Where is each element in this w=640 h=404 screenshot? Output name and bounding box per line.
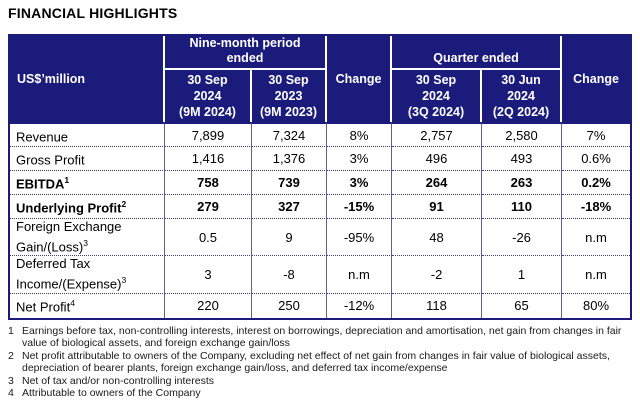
cell-3q-2024: 91: [392, 195, 483, 219]
table-row-underlying-profit: Underlying Profit2 279 327 -15% 91 110 -…: [10, 195, 631, 219]
row-label-text: Revenue: [16, 129, 69, 145]
cell-3q-2024: 496: [392, 147, 483, 171]
footnote-number: 2: [8, 349, 14, 362]
cell-change-9m: 3%: [327, 171, 393, 195]
row-label: Deferred Tax Income/(Expense)3: [10, 256, 165, 294]
row-label: Revenue: [10, 122, 165, 147]
footnote-ref: 4: [70, 298, 75, 309]
row-label-text: Foreign Exchange Gain/(Loss): [16, 219, 122, 255]
cell-2q-2024: -26: [482, 219, 563, 257]
row-label-text: EBITDA: [16, 176, 65, 192]
cell-2q-2024: 263: [482, 171, 563, 195]
row-label-text: Gross Profit: [16, 152, 85, 168]
footnote-number: 3: [8, 374, 14, 387]
cell-change-q: 80%: [562, 293, 631, 318]
footnote-2: 2 Net profit attributable to owners of t…: [8, 350, 640, 375]
cell-9m-2023: 1,376: [252, 147, 328, 171]
footnote-4: 4 Attributable to owners of the Company: [8, 387, 640, 400]
cell-change-q: 0.6%: [562, 147, 631, 171]
cell-3q-2024: 2,757: [392, 122, 483, 147]
financial-highlights-table: US$’million Nine-month period ended Chan…: [8, 34, 633, 320]
cell-3q-2024: -2: [392, 256, 483, 294]
cell-9m-2024: 279: [165, 195, 252, 219]
footnote-text: Net profit attributable to owners of the…: [22, 349, 610, 375]
row-label-text: Underlying Profit: [16, 200, 122, 216]
footnote-text: Earnings before tax, non-controlling int…: [22, 324, 622, 350]
cell-change-9m: n.m: [327, 256, 393, 294]
cell-change-9m: -12%: [327, 293, 393, 318]
table-row-gross-profit: Gross Profit 1,416 1,376 3% 496 493 0.6%: [10, 147, 631, 171]
change-header-9m: Change: [327, 36, 393, 122]
cell-2q-2024: 1: [482, 256, 563, 294]
cell-9m-2023: 250: [252, 293, 328, 318]
table-row-revenue: Revenue 7,899 7,324 8% 2,757 2,580 7%: [10, 122, 631, 147]
table-row-deferred-tax: Deferred Tax Income/(Expense)3 3 -8 n.m …: [10, 256, 631, 294]
cell-9m-2024: 1,416: [165, 147, 252, 171]
cell-change-q: 0.2%: [562, 171, 631, 195]
cell-2q-2024: 110: [482, 195, 563, 219]
cell-9m-2023: 7,324: [252, 122, 328, 147]
page-title: FINANCIAL HIGHLIGHTS: [8, 5, 178, 21]
row-label: Net Profit4: [10, 293, 165, 318]
footnotes: 1 Earnings before tax, non-controlling i…: [8, 325, 640, 400]
row-label: Foreign Exchange Gain/(Loss)3: [10, 219, 165, 257]
cell-change-9m: 3%: [327, 147, 393, 171]
row-label: Gross Profit: [10, 147, 165, 171]
cell-9m-2023: 327: [252, 195, 328, 219]
cell-2q-2024: 65: [482, 293, 563, 318]
cell-3q-2024: 48: [392, 219, 483, 257]
cell-2q-2024: 2,580: [482, 122, 563, 147]
cell-change-9m: -95%: [327, 219, 393, 257]
cell-change-q: -18%: [562, 195, 631, 219]
cell-9m-2023: 9: [252, 219, 328, 257]
subheader-9m-2024: 30 Sep 2024 (9M 2024): [165, 70, 252, 122]
cell-3q-2024: 264: [392, 171, 483, 195]
header-sub-row: 30 Sep 2024 (9M 2024) 30 Sep 2023 (9M 20…: [10, 70, 630, 122]
row-label-text: Deferred Tax Income/(Expense): [16, 256, 122, 292]
cell-9m-2024: 220: [165, 293, 252, 318]
change-header-quarter: Change: [562, 36, 631, 122]
subheader-3q-2024: 30 Sep 2024 (3Q 2024): [392, 70, 483, 122]
cell-9m-2024: 758: [165, 171, 252, 195]
row-label-text: Net Profit: [16, 299, 71, 315]
cell-9m-2023: 739: [252, 171, 328, 195]
footnote-ref: 2: [121, 199, 127, 210]
table-row-foreign-exchange: Foreign Exchange Gain/(Loss)3 0.5 9 -95%…: [10, 219, 631, 257]
cell-change-9m: -15%: [327, 195, 393, 219]
footnote-text: Net of tax and/or non-controlling intere…: [22, 374, 215, 387]
table-row-net-profit: Net Profit4 220 250 -12% 118 65 80%: [10, 293, 631, 318]
group-nine-month-header: Nine-month period ended: [165, 36, 328, 70]
cell-change-q: 7%: [562, 122, 631, 147]
footnote-text: Attributable to owners of the Company: [22, 387, 201, 400]
header-group-row: US$’million Nine-month period ended Chan…: [10, 36, 631, 122]
cell-change-9m: 8%: [327, 122, 393, 147]
group-quarter-header: Quarter ended: [392, 36, 563, 70]
cell-3q-2024: 118: [392, 293, 483, 318]
footnote-ref: 3: [83, 238, 88, 248]
cell-change-q: n.m: [562, 219, 631, 257]
footnote-1: 1 Earnings before tax, non-controlling i…: [8, 325, 640, 350]
cell-9m-2024: 7,899: [165, 122, 252, 147]
cell-2q-2024: 493: [482, 147, 563, 171]
footnote-number: 4: [8, 387, 14, 400]
row-label: EBITDA1: [10, 171, 165, 195]
footnote-ref: 3: [121, 275, 127, 286]
row-label: Underlying Profit2: [10, 195, 165, 219]
cell-9m-2024: 3: [165, 256, 252, 294]
unit-header-cell: US$’million: [10, 36, 165, 122]
cell-9m-2024: 0.5: [165, 219, 252, 257]
cell-9m-2023: -8: [252, 256, 328, 294]
table-row-ebitda: EBITDA1 758 739 3% 264 263 0.2%: [10, 171, 631, 195]
subheader-2q-2024: 30 Jun 2024 (2Q 2024): [482, 70, 563, 122]
subheader-9m-2023: 30 Sep 2023 (9M 2023): [252, 70, 328, 122]
cell-change-q: n.m: [562, 256, 631, 294]
footnote-ref: 1: [64, 175, 70, 186]
footnote-3: 3 Net of tax and/or non-controlling inte…: [8, 375, 640, 388]
footnote-number: 1: [8, 324, 14, 337]
